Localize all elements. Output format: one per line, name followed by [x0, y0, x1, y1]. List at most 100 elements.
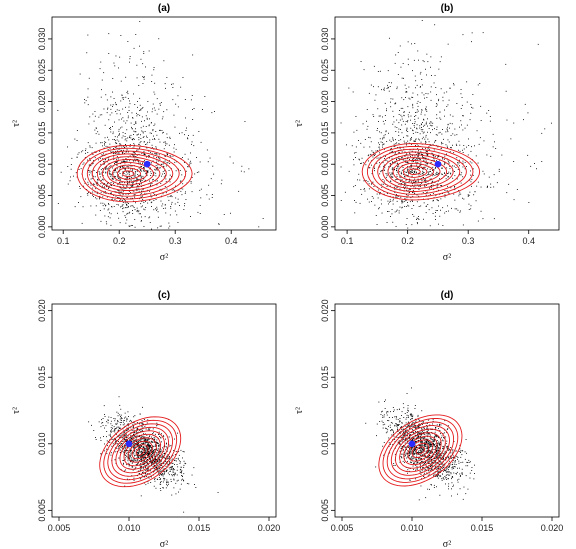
scatter-point	[417, 436, 419, 438]
scatter-point	[415, 187, 417, 189]
scatter-point	[414, 172, 415, 173]
scatter-point	[399, 148, 401, 150]
scatter-point	[101, 79, 103, 81]
scatter-point	[468, 209, 470, 210]
scatter-point	[365, 164, 367, 166]
scatter-point	[139, 413, 141, 415]
scatter-point	[115, 428, 116, 429]
scatter-point	[414, 140, 415, 142]
scatter-point	[103, 108, 105, 110]
scatter-point	[422, 168, 423, 170]
scatter-point	[148, 436, 150, 437]
scatter-point	[425, 164, 427, 166]
scatter-point	[117, 158, 119, 160]
scatter-point	[142, 83, 144, 84]
scatter-point	[137, 209, 139, 211]
scatter-point	[107, 107, 109, 109]
scatter-point	[408, 189, 410, 191]
scatter-point	[371, 173, 373, 175]
scatter-point	[447, 173, 449, 174]
scatter-point	[425, 180, 427, 181]
scatter-point	[410, 186, 412, 187]
scatter-point	[132, 466, 134, 468]
scatter-point	[182, 478, 183, 480]
scatter-point	[156, 467, 158, 469]
scatter-point	[179, 170, 181, 171]
scatter-point	[122, 193, 124, 195]
scatter-point	[392, 203, 394, 205]
scatter-point	[136, 210, 138, 212]
scatter-point	[148, 453, 150, 455]
scatter-point	[151, 452, 153, 453]
scatter-point	[379, 138, 381, 140]
scatter-point	[381, 411, 382, 413]
scatter-point	[103, 161, 104, 163]
scatter-point	[413, 432, 414, 434]
scatter-point	[433, 159, 435, 161]
scatter-point	[420, 452, 422, 453]
scatter-point	[454, 134, 456, 136]
true-value-marker	[434, 160, 442, 168]
scatter-point	[140, 459, 142, 461]
scatter-point	[113, 175, 115, 177]
scatter-point	[139, 450, 140, 452]
scatter-point	[154, 194, 156, 195]
scatter-point	[171, 201, 173, 203]
scatter-point	[468, 194, 470, 196]
scatter-point	[402, 107, 404, 109]
scatter-point	[373, 116, 375, 117]
scatter-point	[160, 102, 162, 103]
scatter-point	[394, 153, 396, 155]
scatter-point	[416, 128, 418, 130]
scatter-point	[141, 190, 142, 192]
scatter-point	[435, 446, 436, 447]
scatter-point	[472, 94, 474, 95]
scatter-point	[146, 453, 148, 455]
scatter-point	[113, 148, 114, 149]
scatter-point	[420, 438, 421, 440]
scatter-point	[443, 470, 444, 472]
scatter-point	[129, 439, 131, 441]
scatter-point	[108, 204, 110, 205]
scatter-point	[153, 174, 155, 176]
scatter-point	[410, 165, 411, 167]
scatter-point	[126, 427, 128, 429]
scatter-point	[105, 142, 107, 143]
scatter-point	[143, 443, 144, 445]
scatter-point	[128, 190, 130, 192]
scatter-point	[408, 205, 410, 207]
scatter-point	[427, 183, 429, 184]
scatter-point	[452, 449, 454, 451]
scatter-point	[430, 162, 432, 163]
scatter-point	[423, 166, 425, 168]
scatter-point	[85, 100, 87, 102]
scatter-point	[381, 420, 383, 422]
scatter-point	[448, 99, 450, 101]
scatter-point	[120, 443, 122, 444]
scatter-point	[440, 458, 442, 459]
scatter-point	[421, 20, 423, 21]
scatter-point	[158, 454, 160, 456]
scatter-point	[417, 110, 419, 112]
scatter-point	[430, 86, 432, 88]
scatter-point	[182, 157, 183, 158]
scatter-point	[172, 472, 174, 473]
scatter-point	[435, 87, 437, 88]
scatter-point	[397, 179, 399, 180]
scatter-point	[150, 476, 152, 478]
scatter-point	[447, 428, 449, 430]
scatter-point	[138, 213, 140, 215]
scatter-point	[419, 467, 421, 468]
scatter-point	[232, 162, 234, 164]
scatter-point	[122, 160, 124, 162]
scatter-point	[466, 81, 468, 83]
scatter-point	[448, 141, 450, 143]
scatter-point	[405, 88, 407, 90]
scatter-point	[412, 158, 414, 160]
y-tick-label: 0.015	[320, 122, 330, 145]
scatter-point	[175, 103, 177, 105]
scatter-point	[436, 435, 438, 437]
x-tick-label: 0.4	[225, 236, 238, 246]
scatter-point	[90, 165, 92, 167]
scatter-point	[188, 135, 189, 136]
